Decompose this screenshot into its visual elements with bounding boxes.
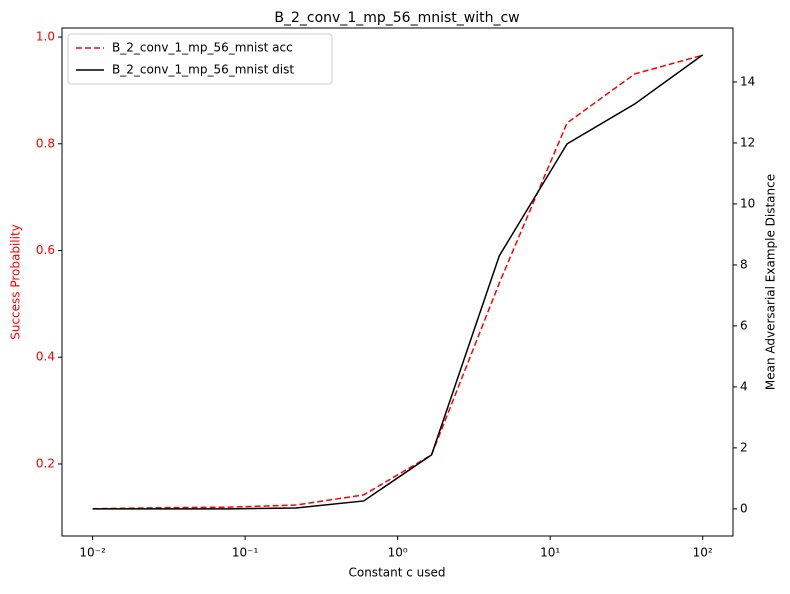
x-tick-label: 10⁻² (79, 546, 106, 560)
chart-title: B_2_conv_1_mp_56_mnist_with_cw (274, 10, 519, 26)
x-tick-label: 10⁻¹ (232, 546, 259, 560)
y2-tick-label: 8 (740, 257, 748, 271)
legend-box (67, 33, 333, 85)
legend-label: B_2_conv_1_mp_56_mnist dist (112, 63, 294, 77)
x-tick-label: 10¹ (540, 546, 560, 560)
data-line (92, 54, 704, 510)
y2-tick-label: 0 (740, 501, 748, 515)
y2-tick-label: 10 (740, 196, 755, 210)
legend-label: B_2_conv_1_mp_56_mnist acc (112, 41, 293, 55)
y2-tick-label: 2 (740, 440, 748, 454)
y2-tick-label: 12 (740, 135, 755, 149)
x-axis-label: Constant c used (348, 566, 445, 580)
y2-tick-label: 6 (740, 318, 748, 332)
data-line (92, 54, 703, 510)
x-tick-label: 10² (693, 546, 713, 560)
y2-tick-label: 4 (740, 379, 748, 393)
y-tick-label: 0.4 (36, 350, 55, 364)
y-tick-label: 0.6 (36, 243, 55, 257)
y-tick-label: 0.8 (36, 136, 55, 150)
x-tick-label: 10⁰ (388, 546, 408, 560)
y-tick-label: 0.2 (36, 456, 55, 470)
y-tick-label: 1.0 (36, 30, 55, 44)
y2-axis-label: Mean Adversarial Example Distance (764, 174, 778, 390)
plot-frame (61, 27, 734, 537)
y-axis-label: Success Probability (9, 224, 23, 340)
y2-tick-label: 14 (740, 74, 755, 88)
